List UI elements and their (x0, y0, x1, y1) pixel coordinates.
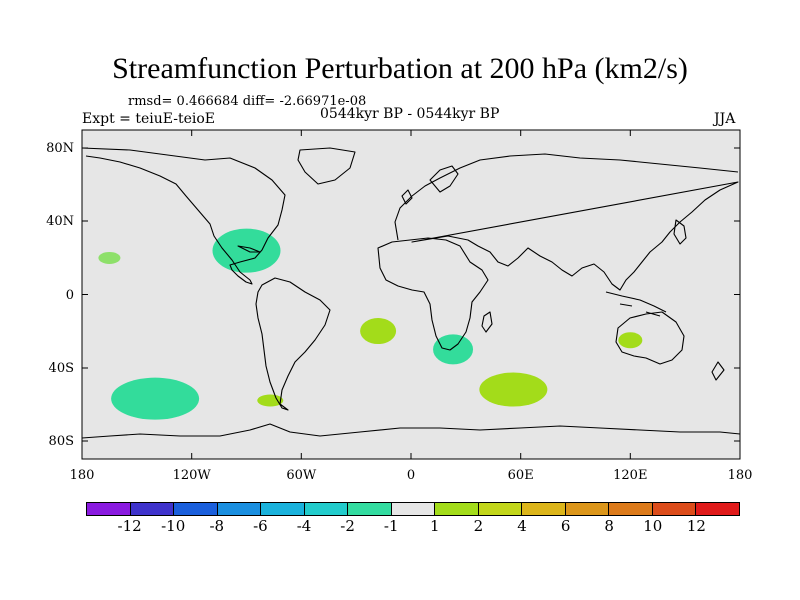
colorbar-label: -1 (383, 517, 399, 535)
lon-label-120w: 120W (172, 468, 211, 483)
lon-label-180e: 180 (727, 468, 753, 483)
north-america-coast (82, 147, 286, 285)
scandinavia-coast (429, 165, 459, 193)
colorbar-swatch (435, 503, 479, 515)
lat-label-80s: 80S (48, 434, 74, 449)
colorbar-label: 4 (517, 517, 527, 535)
colorbar-swatch (130, 503, 175, 515)
stats-text: rmsd= 0.466684 diff= -2.66971e-08 (128, 94, 367, 109)
colorbar-label: 6 (560, 517, 571, 535)
lat-label-40s: 40S (48, 361, 74, 376)
colorbar-swatch (304, 503, 349, 515)
colorbar-labels: -12 -10 -8 -6 -4 -2 -1 1 2 4 6 8 10 12 (0, 517, 800, 539)
japan-coast (673, 219, 687, 245)
colorbar (86, 502, 740, 516)
anomaly-south-pacific (111, 377, 200, 420)
colorbar-label: -8 (209, 517, 225, 535)
colorbar-label: 2 (473, 517, 484, 535)
africa-coast (377, 237, 489, 351)
colorbar-swatch (565, 503, 610, 515)
anomaly-south-indian (479, 372, 548, 407)
colorbar-label: -6 (253, 517, 268, 535)
experiment-label: Expt = teiuE-teioE (82, 111, 215, 127)
colorbar-swatch (217, 503, 262, 515)
colorbar-label: 10 (643, 517, 663, 535)
lon-label-180w: 180 (69, 468, 95, 483)
axis-ticks (82, 130, 740, 459)
colorbar-swatch (87, 503, 131, 515)
anomaly-patagonia-west (257, 394, 284, 407)
lat-label-80n: 80N (46, 141, 74, 156)
season-label: JJA (714, 111, 736, 127)
madagascar-coast (481, 311, 493, 333)
lon-label-60e: 60E (507, 468, 534, 483)
eurasia-coast (394, 153, 739, 291)
colorbar-swatch (609, 503, 653, 515)
lat-label-0: 0 (65, 288, 74, 303)
uk-coast (401, 189, 413, 205)
colorbar-label: 8 (604, 517, 614, 535)
colorbar-swatch (261, 503, 305, 515)
colorbar-label: -10 (161, 517, 186, 535)
anomaly-south-atlantic (360, 318, 397, 345)
australia-coast (615, 311, 685, 365)
colorbar-label: 1 (430, 517, 440, 535)
colorbar-swatch (348, 503, 392, 515)
lon-label-120e: 120E (613, 468, 648, 483)
colorbar-label: -2 (340, 517, 355, 535)
anomaly-layer (98, 228, 643, 420)
coastlines (82, 147, 740, 439)
colorbar-label: -12 (117, 517, 142, 535)
colorbar-swatch (391, 503, 436, 515)
south-america-coast (255, 277, 331, 411)
greenland-coast (297, 147, 356, 185)
anomaly-australia-west (618, 332, 643, 349)
new-zealand-coast (711, 361, 725, 381)
colorbar-swatch (174, 503, 218, 515)
lon-label-0: 0 (406, 468, 416, 483)
lat-label-40n: 40N (46, 214, 74, 229)
colorbar-swatch (696, 503, 739, 515)
colorbar-swatch (522, 503, 566, 515)
antarctica-coast (82, 423, 740, 439)
colorbar-label: -4 (296, 517, 312, 535)
period-label: 0544kyr BP - 0544kyr BP (320, 106, 500, 122)
lon-label-60w: 60W (286, 468, 317, 483)
indonesia-coast (605, 291, 667, 317)
colorbar-swatch (652, 503, 697, 515)
colorbar-label: 12 (686, 517, 706, 535)
cuba-coast (237, 245, 261, 253)
colorbar-swatch (478, 503, 523, 515)
anomaly-north-pacific-east (98, 251, 121, 264)
anomaly-south-africa (433, 334, 474, 365)
chart-title: Streamfunction Perturbation at 200 hPa (… (112, 52, 688, 85)
